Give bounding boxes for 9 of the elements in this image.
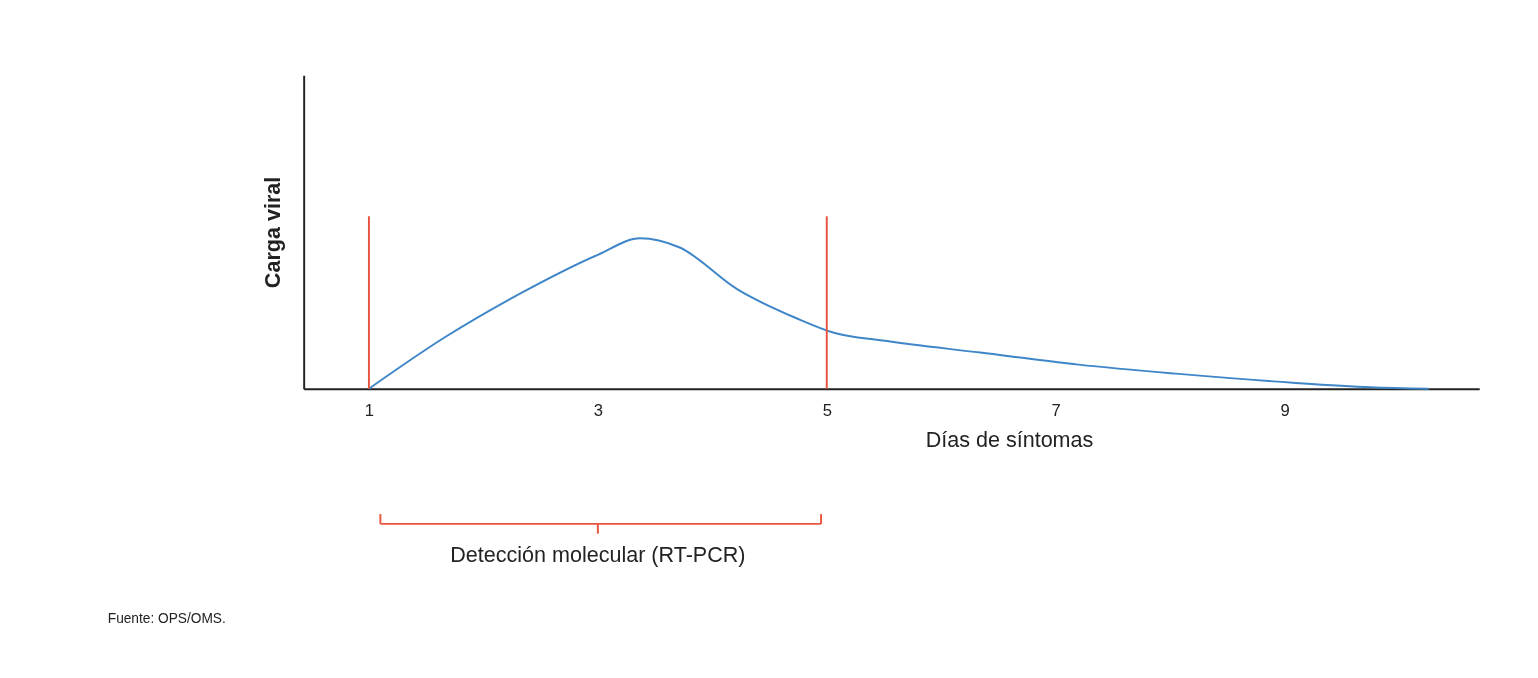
x-tick-label: 5 bbox=[822, 400, 832, 420]
x-axis-title: Días de síntomas bbox=[925, 426, 1094, 452]
x-tick-label: 7 bbox=[1051, 400, 1061, 420]
x-tick-label: 1 bbox=[364, 400, 375, 420]
x-tick-label: 9 bbox=[1280, 400, 1290, 420]
text: Detección molecular (RT-PCR) bbox=[450, 542, 746, 568]
x-tick-label: 3 bbox=[593, 400, 603, 420]
y-axis-title: Carga viral bbox=[259, 176, 285, 289]
source-note: Fuente: OPS/OMS. bbox=[107, 610, 226, 626]
